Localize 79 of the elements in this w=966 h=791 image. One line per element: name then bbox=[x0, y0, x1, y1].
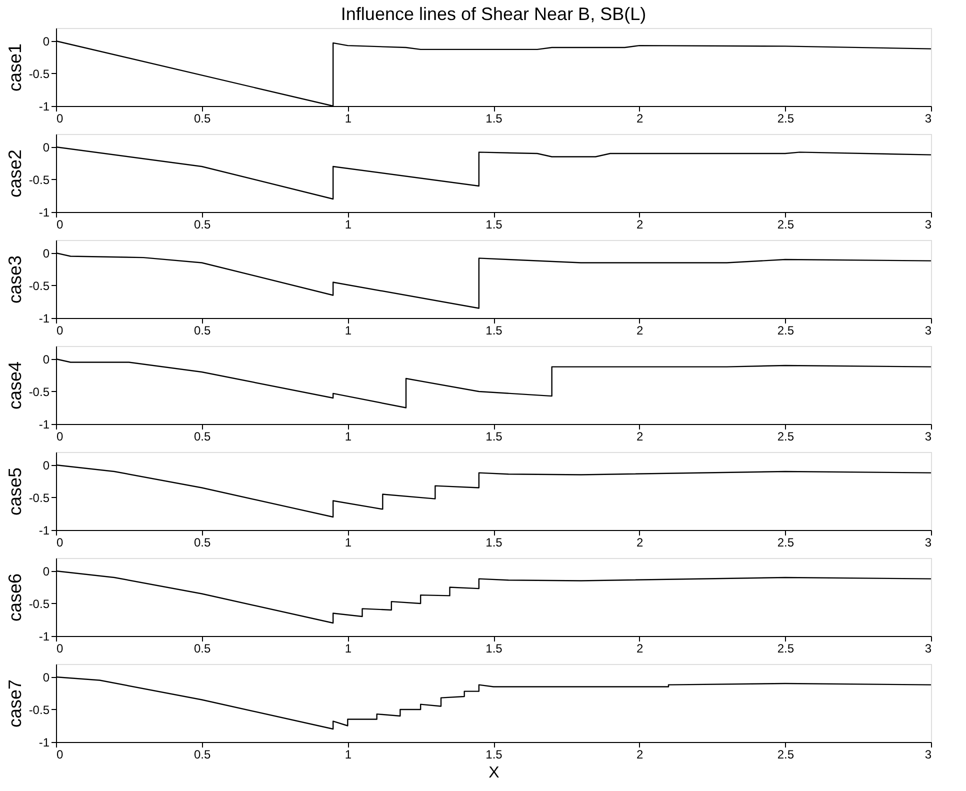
x-tick-label: 1 bbox=[344, 112, 352, 126]
x-tick-label: 0 bbox=[56, 324, 64, 338]
x-tick-label: 1.5 bbox=[486, 324, 503, 338]
y-tick-label: -1 bbox=[38, 312, 50, 326]
x-tick-label: 2 bbox=[636, 748, 644, 762]
y-axis-title: case5 bbox=[4, 467, 25, 516]
y-tick-label: 0 bbox=[42, 140, 50, 154]
x-tick-label: 0.5 bbox=[194, 430, 211, 444]
x-tick-label: 1 bbox=[344, 324, 352, 338]
y-tick-label: -0.5 bbox=[28, 491, 50, 505]
y-tick-label: 0 bbox=[42, 458, 50, 472]
x-tick-label: 0.5 bbox=[194, 748, 211, 762]
y-axis-title: case4 bbox=[4, 361, 25, 410]
x-tick-label: 2.5 bbox=[777, 324, 794, 338]
y-tick-label: -0.5 bbox=[28, 173, 50, 187]
x-tick-label: 2 bbox=[636, 430, 644, 444]
x-tick-label: 3 bbox=[924, 218, 932, 232]
y-tick-label: 0 bbox=[42, 670, 50, 684]
x-tick-label: 1 bbox=[344, 748, 352, 762]
y-tick-label: -1 bbox=[38, 524, 50, 538]
x-tick-label: 2.5 bbox=[777, 748, 794, 762]
x-tick-label: 0 bbox=[56, 112, 64, 126]
y-tick-label: 0 bbox=[42, 352, 50, 366]
x-tick-label: 2.5 bbox=[777, 642, 794, 656]
x-tick-label: 0.5 bbox=[194, 218, 211, 232]
y-tick-label: -0.5 bbox=[28, 67, 50, 81]
x-tick-label: 0.5 bbox=[194, 112, 211, 126]
x-tick-label: 2.5 bbox=[777, 536, 794, 550]
y-tick-label: 0 bbox=[42, 34, 50, 48]
y-tick-label: -0.5 bbox=[28, 279, 50, 293]
x-tick-label: 1.5 bbox=[486, 642, 503, 656]
y-tick-label: -0.5 bbox=[28, 703, 50, 717]
x-tick-label: 2.5 bbox=[777, 218, 794, 232]
x-tick-label: 0.5 bbox=[194, 324, 211, 338]
x-tick-label: 1.5 bbox=[486, 536, 503, 550]
y-tick-label: -1 bbox=[38, 100, 50, 114]
x-tick-label: 1 bbox=[344, 642, 352, 656]
x-tick-label: 0 bbox=[56, 748, 64, 762]
x-tick-label: 1.5 bbox=[486, 430, 503, 444]
x-tick-label: 0 bbox=[56, 642, 64, 656]
x-tick-label: 0 bbox=[56, 218, 64, 232]
y-tick-label: -0.5 bbox=[28, 385, 50, 399]
y-axis-title: case7 bbox=[4, 679, 25, 728]
y-tick-label: -1 bbox=[38, 206, 50, 220]
x-tick-label: 0.5 bbox=[194, 642, 211, 656]
x-tick-label: 3 bbox=[924, 324, 932, 338]
x-tick-label: 0 bbox=[56, 536, 64, 550]
x-tick-label: 3 bbox=[924, 748, 932, 762]
x-tick-label: 3 bbox=[924, 112, 932, 126]
x-tick-label: 1.5 bbox=[486, 218, 503, 232]
x-axis-title: X bbox=[488, 764, 500, 782]
x-tick-label: 2 bbox=[636, 324, 644, 338]
x-tick-label: 2.5 bbox=[777, 430, 794, 444]
x-tick-label: 0.5 bbox=[194, 536, 211, 550]
x-tick-label: 3 bbox=[924, 536, 932, 550]
y-tick-label: 0 bbox=[42, 564, 50, 578]
x-tick-label: 2 bbox=[636, 112, 644, 126]
x-tick-label: 0 bbox=[56, 430, 64, 444]
y-tick-label: -1 bbox=[38, 736, 50, 750]
x-tick-label: 2 bbox=[636, 642, 644, 656]
y-tick-label: -1 bbox=[38, 630, 50, 644]
y-tick-label: -0.5 bbox=[28, 597, 50, 611]
x-tick-label: 2.5 bbox=[777, 112, 794, 126]
x-tick-label: 2 bbox=[636, 218, 644, 232]
x-tick-label: 1.5 bbox=[486, 112, 503, 126]
x-tick-label: 3 bbox=[924, 430, 932, 444]
y-axis-title: case2 bbox=[4, 149, 25, 198]
x-tick-label: 2 bbox=[636, 536, 644, 550]
y-axis-title: case1 bbox=[4, 43, 25, 92]
x-tick-label: 1 bbox=[344, 536, 352, 550]
chart-title: Influence lines of Shear Near B, SB(L) bbox=[340, 4, 646, 24]
x-tick-label: 1 bbox=[344, 218, 352, 232]
y-axis-title: case6 bbox=[4, 573, 25, 622]
x-tick-label: 1 bbox=[344, 430, 352, 444]
y-tick-label: 0 bbox=[42, 246, 50, 260]
y-tick-label: -1 bbox=[38, 418, 50, 432]
x-tick-label: 3 bbox=[924, 642, 932, 656]
x-tick-label: 1.5 bbox=[486, 748, 503, 762]
y-axis-title: case3 bbox=[4, 255, 25, 304]
